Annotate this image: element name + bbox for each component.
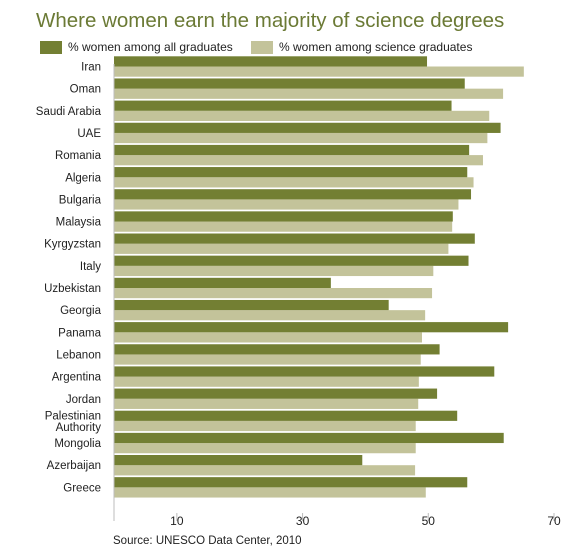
category-label-line: Palestinian — [45, 410, 101, 422]
bar-science-saudi-arabia — [114, 110, 490, 121]
category-label-mongolia: Mongolia — [54, 438, 101, 450]
category-label-oman: Oman — [70, 84, 101, 96]
bar-all-mongolia — [114, 432, 504, 444]
category-label-azerbaijan: Azerbaijan — [47, 460, 101, 472]
category-label-saudi-arabia: Saudi Arabia — [36, 106, 102, 118]
bar-science-uae — [114, 132, 488, 144]
bar-all-oman — [114, 78, 465, 89]
category-label-italy: Italy — [80, 261, 101, 273]
category-label-georgia: Georgia — [60, 305, 102, 317]
bar-science-georgia — [114, 310, 426, 321]
legend-item-science-graduates: % women among science graduates — [251, 40, 472, 54]
bar-all-palestinian-authority — [114, 410, 458, 421]
x-tick-label-70: 70 — [547, 514, 561, 528]
category-label-uae: UAE — [77, 128, 101, 140]
legend-label-all-graduates: % women among all graduates — [68, 40, 233, 54]
x-tick-label-30: 30 — [296, 514, 310, 528]
bar-all-bulgaria — [114, 189, 472, 200]
x-tick-label-10: 10 — [170, 514, 184, 528]
category-label-argentina: Argentina — [52, 372, 102, 384]
bar-science-lebanon — [114, 354, 421, 365]
category-label-lebanon: Lebanon — [56, 349, 101, 361]
bar-science-panama — [114, 332, 422, 343]
bar-science-jordan — [114, 398, 419, 409]
bar-science-uzbekistan — [114, 288, 433, 299]
bar-science-mongolia — [114, 443, 416, 454]
bar-all-algeria — [114, 167, 468, 178]
bar-all-uzbekistan — [114, 277, 331, 288]
category-label-jordan: Jordan — [66, 394, 101, 406]
bar-all-uae — [114, 122, 501, 133]
category-label-romania: Romania — [55, 150, 102, 162]
category-label-algeria: Algeria — [65, 172, 101, 184]
bar-science-argentina — [114, 376, 419, 387]
category-label-bulgaria: Bulgaria — [59, 194, 102, 206]
category-label-panama: Panama — [58, 327, 101, 339]
bar-all-iran — [114, 56, 428, 67]
chart-title: Where women earn the majority of science… — [36, 9, 505, 32]
bar-science-greece — [114, 487, 426, 498]
bar-all-georgia — [114, 299, 389, 311]
bar-all-lebanon — [114, 344, 440, 355]
bar-all-greece — [114, 477, 468, 488]
bar-all-kyrgyzstan — [114, 233, 475, 244]
bar-all-panama — [114, 322, 509, 333]
bar-science-palestinian-authority — [114, 420, 416, 432]
category-label-palestinian-authority: Palestinian Authority — [45, 410, 102, 434]
bar-science-bulgaria — [114, 199, 459, 210]
legend-item-all-graduates: % women among all graduates — [40, 40, 233, 54]
category-label-kyrgyzstan: Kyrgyzstan — [44, 239, 101, 251]
bar-science-italy — [114, 265, 434, 277]
bar-all-jordan — [114, 388, 438, 399]
bar-science-kyrgyzstan — [114, 243, 449, 254]
bar-all-romania — [114, 144, 470, 156]
source-note: Source: UNESCO Data Center, 2010 — [113, 535, 302, 547]
category-label-uzbekistan: Uzbekistan — [44, 283, 101, 295]
bar-all-italy — [114, 255, 469, 266]
bar-science-romania — [114, 155, 483, 166]
legend-label-science-graduates: % women among science graduates — [279, 40, 473, 54]
x-tick-label-50: 50 — [422, 514, 436, 528]
bar-all-malaysia — [114, 211, 453, 222]
bar-all-saudi-arabia — [114, 100, 452, 111]
bar-all-azerbaijan — [114, 455, 363, 466]
bar-science-iran — [114, 66, 524, 77]
bar-all-argentina — [114, 366, 495, 377]
legend-swatch-all-graduates — [40, 40, 62, 54]
category-label-line: Authority — [56, 422, 102, 434]
category-label-iran: Iran — [81, 62, 101, 74]
category-label-malaysia: Malaysia — [56, 217, 102, 229]
bar-science-malaysia — [114, 221, 453, 232]
bar-science-oman — [114, 88, 504, 99]
category-label-greece: Greece — [63, 482, 101, 494]
bar-science-algeria — [114, 177, 474, 188]
legend-swatch-science-graduates — [251, 40, 273, 54]
bar-science-azerbaijan — [114, 465, 416, 476]
